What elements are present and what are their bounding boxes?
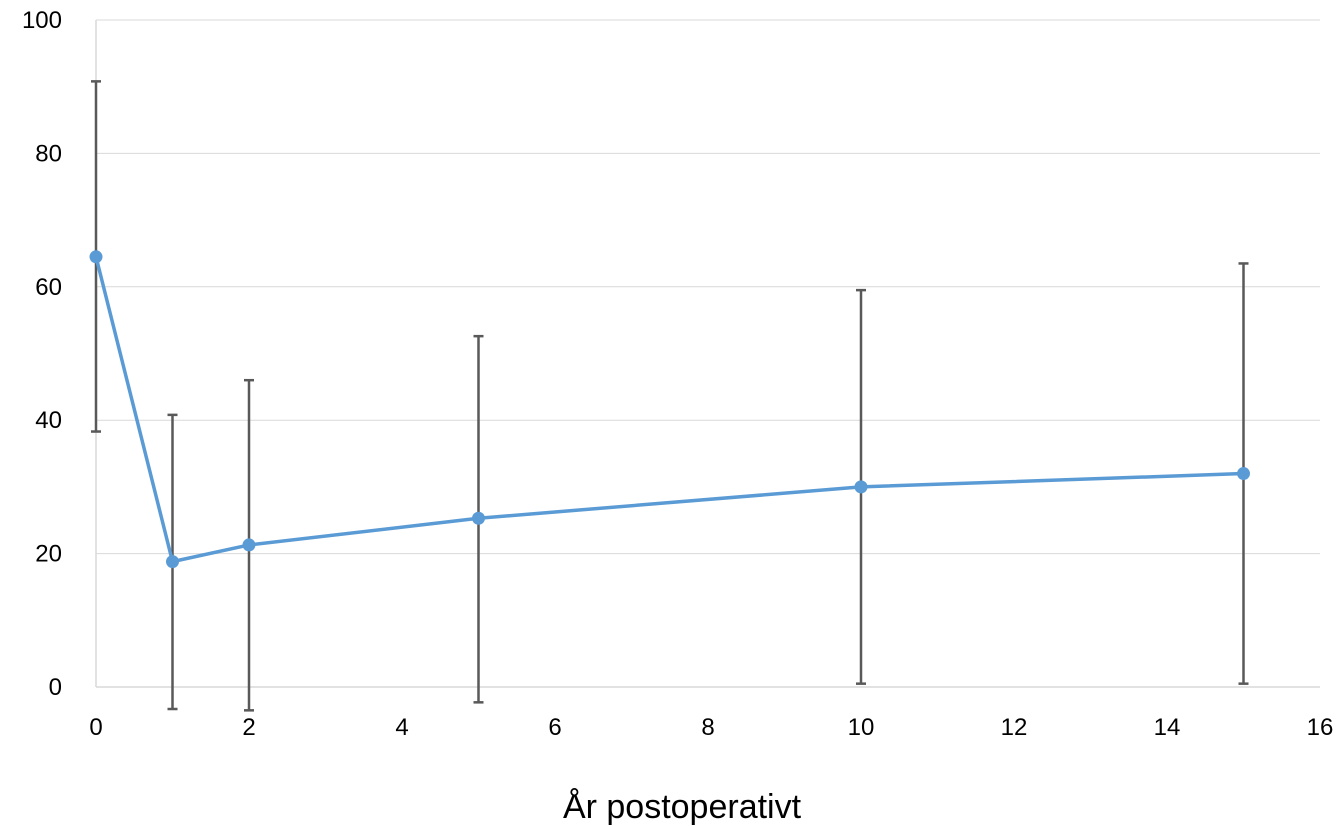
data-points — [89, 250, 1250, 569]
y-tick-label: 60 — [35, 274, 62, 301]
y-tick-label: 0 — [49, 674, 62, 701]
x-tick-label: 2 — [242, 714, 255, 741]
data-point — [89, 250, 103, 264]
axes — [95, 20, 1320, 688]
x-tick-label: 12 — [1001, 714, 1028, 741]
y-tick-label: 20 — [35, 541, 62, 568]
x-tick-label: 4 — [395, 714, 408, 741]
error-bars — [91, 80, 1249, 712]
x-tick-labels: 0 2 4 6 8 10 12 14 16 — [89, 714, 1333, 741]
x-axis-title: År postoperativt — [563, 788, 802, 826]
series-line — [94, 256, 1244, 564]
gridlines — [96, 19, 1320, 555]
x-tick-label: 0 — [89, 714, 102, 741]
y-tick-label: 80 — [35, 140, 62, 167]
x-tick-label: 14 — [1154, 714, 1181, 741]
x-tick-label: 8 — [701, 714, 714, 741]
x-tick-label: 16 — [1307, 714, 1334, 741]
y-tick-labels: 0 20 40 60 80 100 — [22, 7, 62, 701]
x-tick-label: 6 — [548, 714, 561, 741]
y-tick-label: 100 — [22, 7, 62, 34]
x-tick-label: 10 — [848, 714, 875, 741]
y-tick-label: 40 — [35, 407, 62, 434]
data-point — [472, 511, 485, 525]
data-point — [1237, 467, 1250, 481]
series-line-group — [94, 256, 1244, 564]
data-point — [166, 555, 179, 569]
data-point — [242, 538, 256, 552]
data-point — [854, 480, 868, 494]
